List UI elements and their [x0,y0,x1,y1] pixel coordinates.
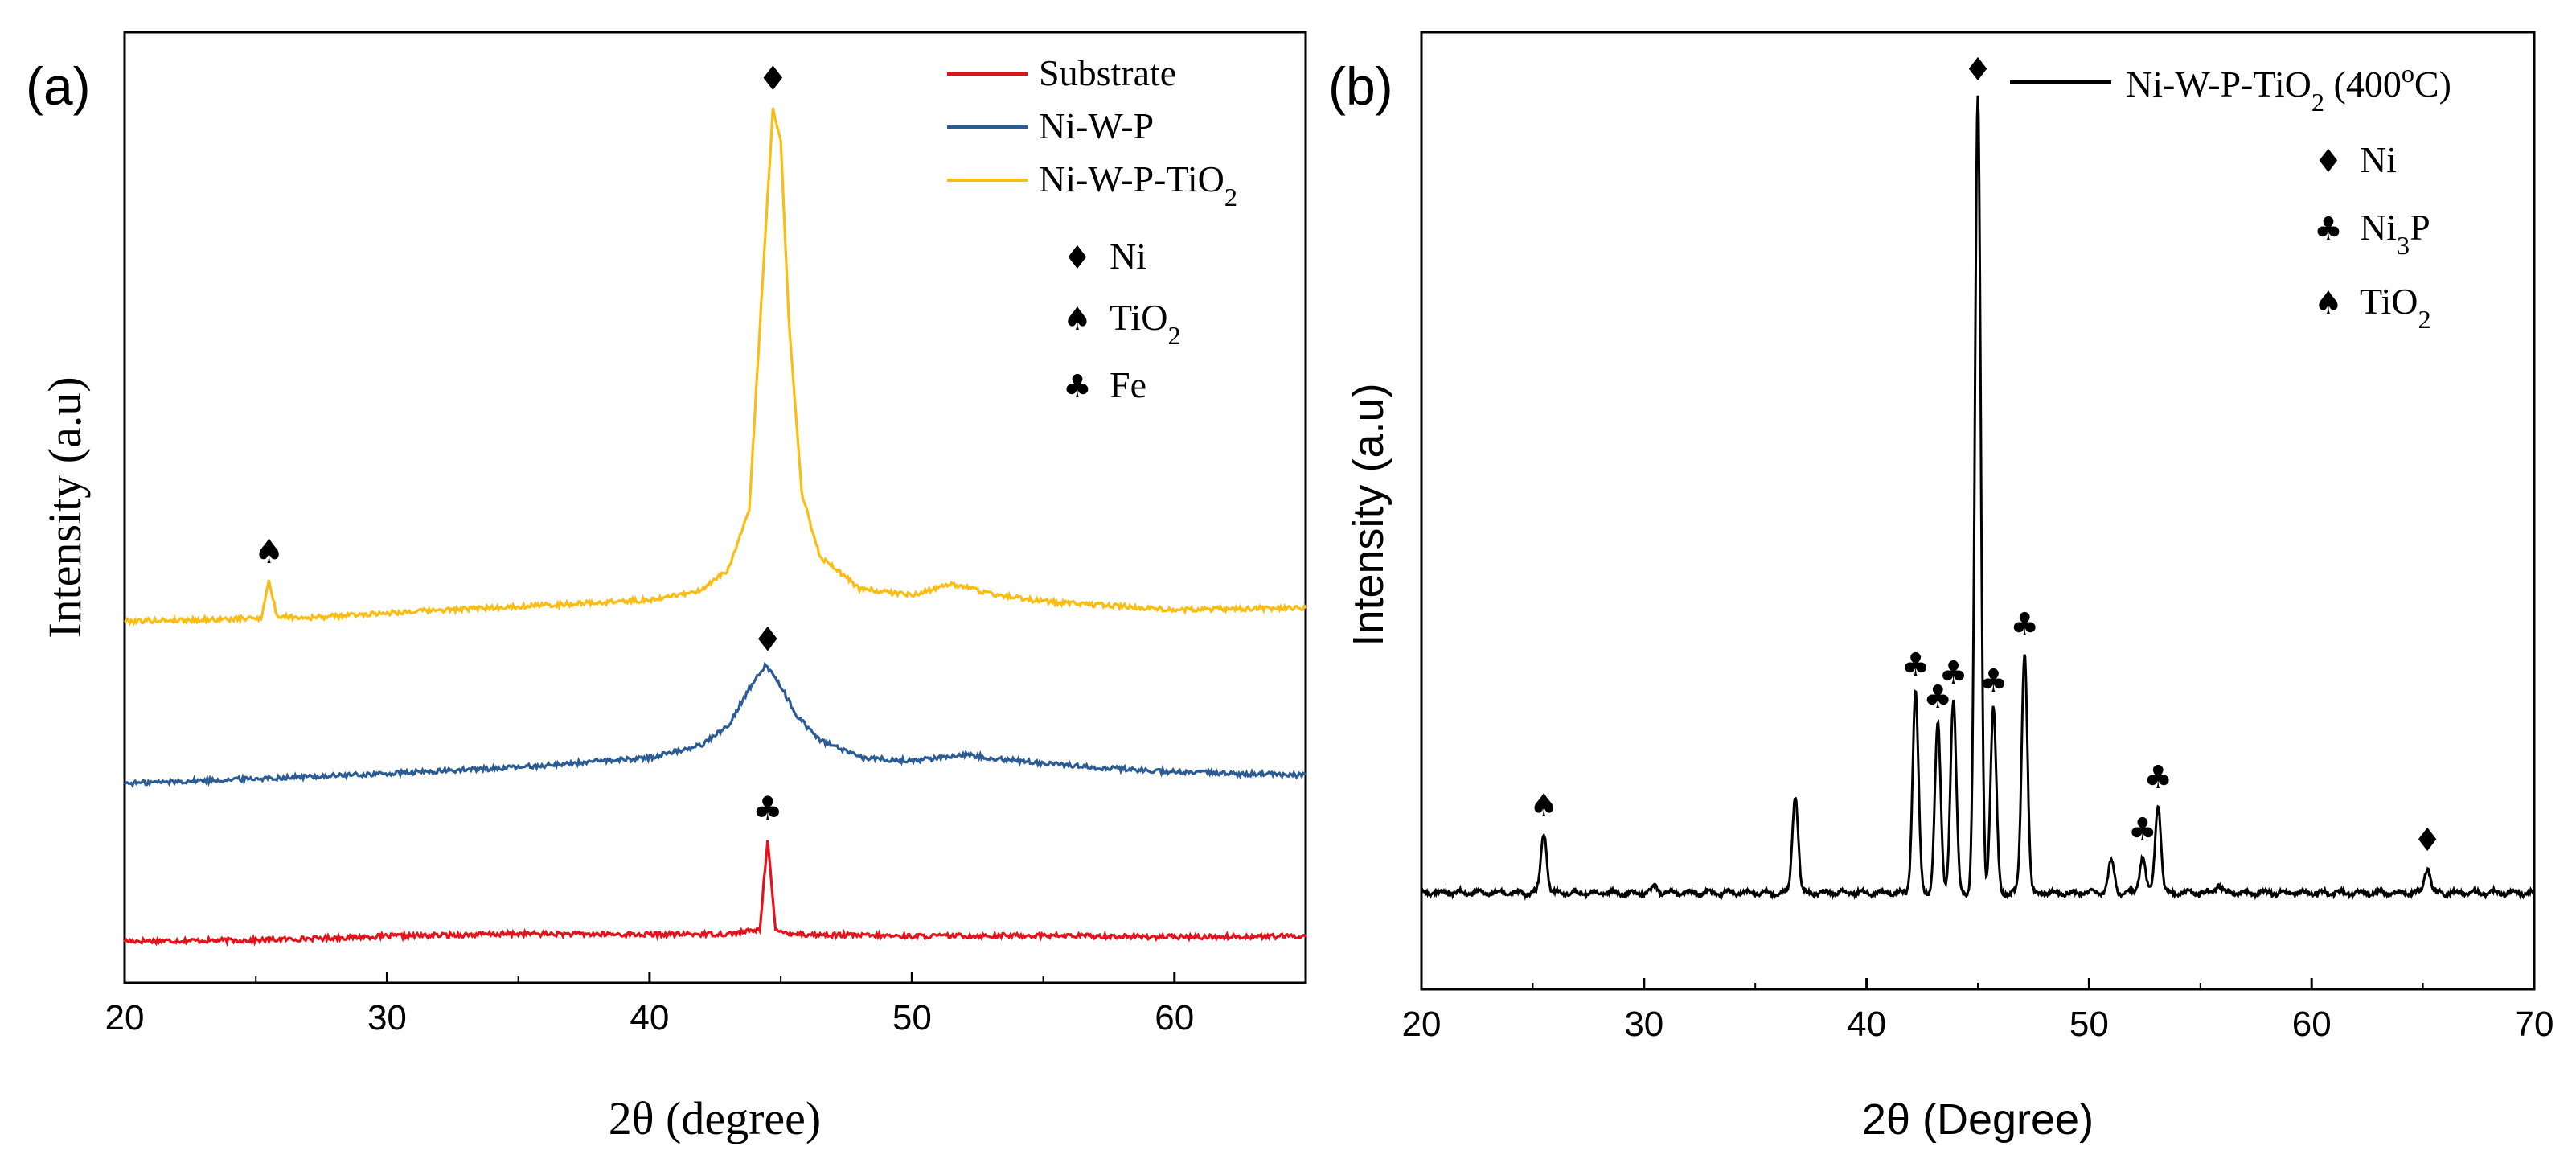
unit-c: C [2414,64,2439,105]
x-tick-label-b-20: 20 [1402,1005,1442,1044]
peak-marker-b-8: ♣ [2143,759,2172,796]
text-part: Ni-W-P-TiO [2126,64,2311,105]
text-part: 400 [2346,64,2402,105]
x-axis-label-b: 2θ (Degree) [1862,1095,2094,1144]
legend-label-ni-w-p-tio2-400c: Ni-W-P-TiO2 (400oC) [2126,59,2451,117]
text-part: Ni-W-P-TiO [1039,158,1224,199]
panel-a-label: (a) [26,56,91,116]
series-group-a [123,107,1307,947]
peak-markers-b: ♦♠♣♣♣ ♣♣♣♣♦ [1529,51,2442,859]
legend-marker-ni3p-club: ♣ [2314,211,2343,248]
legend-a: Substrate Ni-W-P Ni-W-P-TiO2 ♦ Ni ♠ TiO2… [947,52,1237,405]
legend-marker-ni-diamond: ♦ [1063,240,1092,277]
legend-marker-ni-diamond-b: ♦ [2314,143,2343,180]
x-ticks-b: 20 30 40 50 60 70 [1402,978,2554,1044]
x-tick-label-b-60: 60 [2292,1005,2332,1044]
superscript-o: o [2402,59,2414,88]
peak-marker-a-0: ♦ [757,59,788,98]
x-tick-label-a-30: 30 [367,998,407,1038]
text-part: TiO [1110,297,1167,338]
series-line-ni-w-p-tio2 [124,107,1307,627]
peak-marker-b-5: ♣ [1979,663,2008,700]
peak-marker-b-9: ♦ [2413,822,2442,859]
subscript: 2 [2311,88,2324,117]
peak-marker-b-2: ♣ [1901,647,1930,684]
x-tick-label-a-60: 60 [1155,998,1194,1038]
x-tick-label-b-70: 70 [2515,1005,2554,1044]
legend-marker-fe-club: ♣ [1063,368,1092,405]
text-part: Ni [2360,207,2397,248]
peak-marker-b-3: ♣ [1923,679,1952,716]
x-axis-label-a: 2θ (degree) [609,1092,821,1144]
peak-marker-b-6: ♣ [2010,606,2039,643]
peak-markers-a: ♦ ♠ ♦ ♣ [254,59,788,828]
subscript: 2 [1167,321,1180,350]
text-part: ) [2439,64,2451,105]
legend-marker-label-tio2-b: TiO2 [2360,281,2431,334]
legend-marker-label-fe: Fe [1110,364,1146,405]
x-tick-label-b-30: 30 [1624,1005,1663,1044]
peak-marker-a-1: ♠ [254,532,285,571]
series-line-substrate [123,840,1307,947]
plot-frame-a [123,31,1307,984]
legend-marker-label-tio2: TiO2 [1110,297,1181,350]
x-tick-label-b-40: 40 [1847,1005,1886,1044]
series-line-ni-w-p [123,661,1306,788]
x-ticks-a: 20 30 40 50 60 [105,972,1194,1038]
x-tick-label-a-20: 20 [105,998,145,1038]
legend-marker-tio2-spade: ♠ [1063,301,1092,338]
peak-marker-a-2: ♦ [753,620,783,660]
series-group-b [1421,95,2536,902]
peak-marker-b-4: ♣ [1939,655,1968,692]
chart-panel-a: 20 30 40 50 60 ♦ ♠ ♦ ♣ Substrate Ni-W-P Ni-W-P-… [39,31,1307,1144]
series-line-ni-w-p-tio2-400c [1421,95,2536,902]
peak-marker-a-3: ♣ [753,789,783,828]
legend-marker-label-ni3p: Ni3P [2360,207,2430,260]
peak-marker-b-7: ♣ [2128,812,2157,849]
panel-b-label: (b) [1328,56,1393,116]
subscript: 2 [1224,183,1237,212]
y-axis-label-b: Intensity (a.u) [1344,383,1393,646]
chart-panel-b: 20 30 40 50 60 70 ♦♠♣♣♣ ♣♣♣♣♦ Ni-W-P-TiO2 (400… [1344,31,2554,1144]
legend-marker-label-ni-b: Ni [2360,139,2397,180]
peak-marker-b-0: ♦ [1963,51,1992,88]
legend-marker-tio2-spade-b: ♠ [2314,285,2343,322]
x-tick-label-a-50: 50 [892,998,932,1038]
x-tick-label-a-40: 40 [630,998,669,1038]
y-axis-label-a: Intensity (a.u) [39,376,91,638]
legend-marker-label-ni: Ni [1110,236,1146,277]
subscript: 3 [2397,231,2410,260]
text-part: TiO [2360,281,2418,322]
x-tick-label-b-50: 50 [2069,1005,2109,1044]
text-part: P [2410,207,2430,248]
legend-label-ni-w-p: Ni-W-P [1039,105,1154,146]
legend-label-ni-w-p-tio2: Ni-W-P-TiO2 [1039,158,1237,212]
peak-marker-b-1: ♠ [1529,787,1558,824]
legend-b: Ni-W-P-TiO2 (400oC) ♦ Ni ♣ Ni3P ♠ TiO2 [2010,59,2451,334]
legend-label-substrate: Substrate [1039,52,1176,93]
subscript: 2 [2418,305,2430,334]
text-part: ( [2324,64,2346,105]
